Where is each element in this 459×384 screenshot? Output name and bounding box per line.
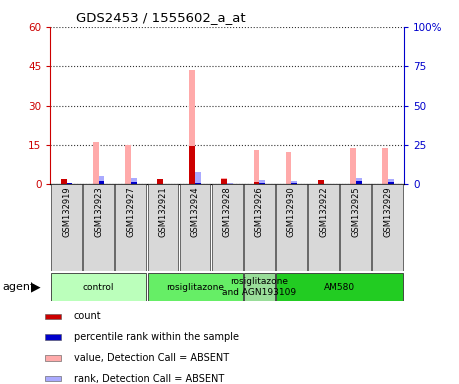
Text: rosiglitazone: rosiglitazone <box>166 283 224 291</box>
Bar <box>67 183 73 184</box>
Bar <box>382 147 388 184</box>
Text: GSM132930: GSM132930 <box>287 186 296 237</box>
Bar <box>388 179 394 184</box>
Bar <box>99 177 105 184</box>
Text: GSM132927: GSM132927 <box>126 186 135 237</box>
Text: ▶: ▶ <box>31 281 40 293</box>
Bar <box>221 179 227 184</box>
Bar <box>189 146 195 184</box>
Text: count: count <box>74 311 101 321</box>
Bar <box>221 178 227 184</box>
Text: GSM132919: GSM132919 <box>62 186 71 237</box>
Text: value, Detection Call = ABSENT: value, Detection Call = ABSENT <box>74 353 229 363</box>
FancyBboxPatch shape <box>115 184 146 271</box>
FancyBboxPatch shape <box>372 184 403 271</box>
Bar <box>318 180 324 184</box>
Bar <box>227 183 233 184</box>
FancyBboxPatch shape <box>244 184 275 271</box>
Text: percentile rank within the sample: percentile rank within the sample <box>74 332 239 342</box>
Bar <box>195 183 201 184</box>
FancyBboxPatch shape <box>51 184 82 271</box>
Bar <box>157 179 163 184</box>
Bar <box>259 183 265 184</box>
Bar <box>285 152 291 184</box>
Bar <box>195 172 201 184</box>
Text: GSM132924: GSM132924 <box>190 186 200 237</box>
Text: GSM132928: GSM132928 <box>223 186 232 237</box>
Text: GSM132921: GSM132921 <box>158 186 168 237</box>
Bar <box>67 183 73 184</box>
Bar <box>350 147 356 184</box>
FancyBboxPatch shape <box>83 184 114 271</box>
Bar <box>61 179 67 184</box>
Bar <box>253 150 259 184</box>
Text: agent: agent <box>2 282 35 292</box>
FancyBboxPatch shape <box>340 184 371 271</box>
FancyBboxPatch shape <box>276 273 403 301</box>
FancyBboxPatch shape <box>212 184 243 271</box>
Text: GDS2453 / 1555602_a_at: GDS2453 / 1555602_a_at <box>76 11 246 24</box>
Bar <box>157 179 163 184</box>
Bar <box>45 334 61 340</box>
Bar <box>99 181 105 184</box>
Text: GSM132922: GSM132922 <box>319 186 328 237</box>
Bar <box>125 145 131 184</box>
Bar <box>253 182 259 184</box>
Text: GSM132925: GSM132925 <box>351 186 360 237</box>
Bar <box>259 180 265 184</box>
Bar <box>189 70 195 184</box>
FancyBboxPatch shape <box>179 184 211 271</box>
Text: control: control <box>83 283 114 291</box>
Bar <box>356 178 362 184</box>
FancyBboxPatch shape <box>51 273 146 301</box>
Bar <box>61 179 67 184</box>
Bar <box>93 142 99 184</box>
Bar <box>45 376 61 381</box>
Text: rank, Detection Call = ABSENT: rank, Detection Call = ABSENT <box>74 374 224 384</box>
FancyBboxPatch shape <box>244 273 275 301</box>
Bar <box>291 183 297 184</box>
Bar <box>45 314 61 319</box>
Bar <box>291 181 297 184</box>
Bar <box>131 178 137 184</box>
Text: GSM132926: GSM132926 <box>255 186 264 237</box>
Text: rosiglitazone
and AGN193109: rosiglitazone and AGN193109 <box>222 277 297 297</box>
FancyBboxPatch shape <box>308 184 339 271</box>
Bar <box>356 181 362 184</box>
Text: GSM132929: GSM132929 <box>383 186 392 237</box>
Text: GSM132923: GSM132923 <box>94 186 103 237</box>
FancyBboxPatch shape <box>147 184 179 271</box>
Text: AM580: AM580 <box>324 283 355 291</box>
Bar <box>388 182 394 184</box>
Bar <box>45 355 61 361</box>
FancyBboxPatch shape <box>147 273 243 301</box>
Bar <box>131 182 137 184</box>
FancyBboxPatch shape <box>276 184 307 271</box>
Bar <box>318 180 324 184</box>
